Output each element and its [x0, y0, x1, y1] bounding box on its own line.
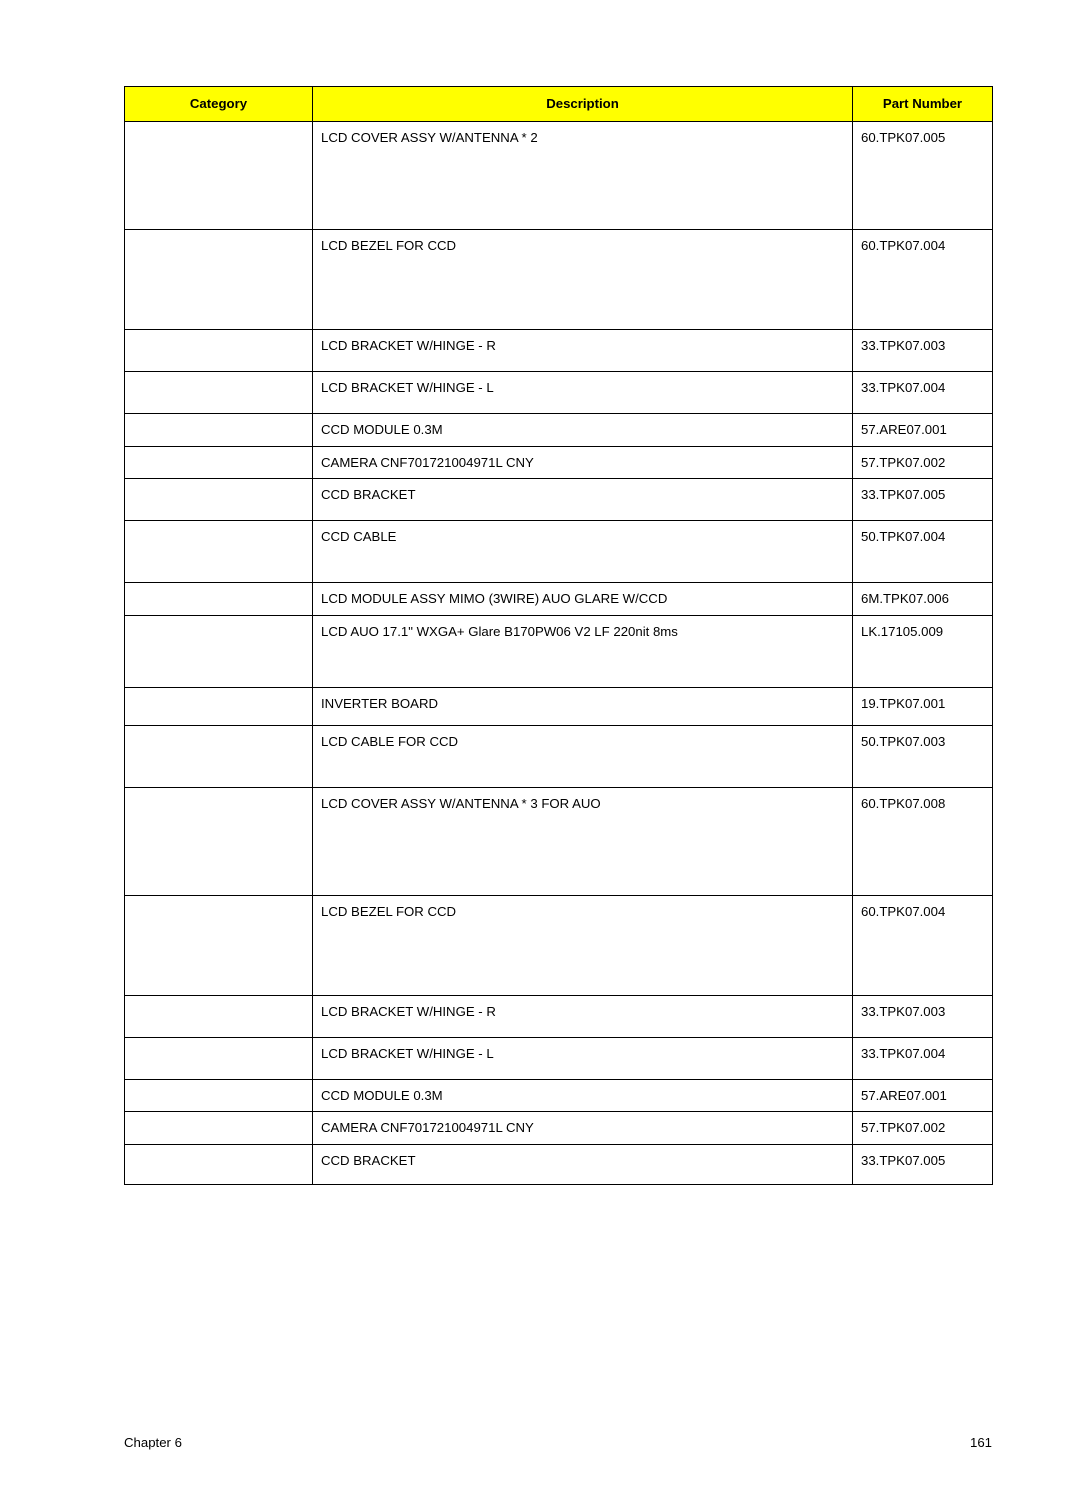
table-row: LCD BRACKET W/HINGE - R33.TPK07.003 [125, 995, 993, 1037]
cell-category [125, 687, 313, 725]
cell-description: LCD BEZEL FOR CCD [313, 895, 853, 995]
cell-part-number: 57.ARE07.001 [853, 1079, 993, 1111]
parts-table: Category Description Part Number LCD COV… [124, 86, 993, 1185]
table-row: CCD MODULE 0.3M57.ARE07.001 [125, 414, 993, 446]
cell-description: CCD BRACKET [313, 1144, 853, 1184]
cell-description: CAMERA CNF701721004971L CNY [313, 446, 853, 478]
cell-part-number: 60.TPK07.004 [853, 230, 993, 330]
cell-description: LCD AUO 17.1" WXGA+ Glare B170PW06 V2 LF… [313, 615, 853, 687]
cell-description: LCD COVER ASSY W/ANTENNA * 2 [313, 122, 853, 230]
table-body: LCD COVER ASSY W/ANTENNA * 260.TPK07.005… [125, 122, 993, 1184]
cell-description: LCD COVER ASSY W/ANTENNA * 3 FOR AUO [313, 787, 853, 895]
table-row: LCD BEZEL FOR CCD60.TPK07.004 [125, 895, 993, 995]
header-description: Description [313, 87, 853, 122]
table-row: LCD BRACKET W/HINGE - L33.TPK07.004 [125, 372, 993, 414]
page: Category Description Part Number LCD COV… [0, 0, 1080, 1512]
cell-category [125, 230, 313, 330]
cell-category [125, 372, 313, 414]
cell-category [125, 414, 313, 446]
cell-part-number: 57.ARE07.001 [853, 414, 993, 446]
cell-description: CCD BRACKET [313, 479, 853, 521]
cell-description: CAMERA CNF701721004971L CNY [313, 1112, 853, 1144]
table-row: LCD COVER ASSY W/ANTENNA * 260.TPK07.005 [125, 122, 993, 230]
table-row: CCD BRACKET33.TPK07.005 [125, 479, 993, 521]
cell-category [125, 725, 313, 787]
cell-description: LCD BRACKET W/HINGE - L [313, 1037, 853, 1079]
cell-part-number: LK.17105.009 [853, 615, 993, 687]
cell-part-number: 57.TPK07.002 [853, 1112, 993, 1144]
header-category: Category [125, 87, 313, 122]
cell-description: LCD BRACKET W/HINGE - L [313, 372, 853, 414]
cell-category [125, 787, 313, 895]
page-footer: Chapter 6 161 [124, 1435, 992, 1450]
cell-part-number: 33.TPK07.005 [853, 1144, 993, 1184]
table-row: LCD CABLE FOR CCD50.TPK07.003 [125, 725, 993, 787]
table-row: LCD BRACKET W/HINGE - L33.TPK07.004 [125, 1037, 993, 1079]
cell-part-number: 60.TPK07.008 [853, 787, 993, 895]
table-header-row: Category Description Part Number [125, 87, 993, 122]
cell-part-number: 57.TPK07.002 [853, 446, 993, 478]
table-row: LCD MODULE ASSY MIMO (3WIRE) AUO GLARE W… [125, 583, 993, 615]
table-row: LCD AUO 17.1" WXGA+ Glare B170PW06 V2 LF… [125, 615, 993, 687]
cell-description: CCD MODULE 0.3M [313, 1079, 853, 1111]
cell-category [125, 615, 313, 687]
cell-description: LCD BRACKET W/HINGE - R [313, 330, 853, 372]
cell-description: LCD CABLE FOR CCD [313, 725, 853, 787]
cell-part-number: 33.TPK07.005 [853, 479, 993, 521]
cell-part-number: 50.TPK07.003 [853, 725, 993, 787]
cell-part-number: 33.TPK07.003 [853, 995, 993, 1037]
cell-part-number: 33.TPK07.004 [853, 372, 993, 414]
cell-category [125, 1079, 313, 1111]
cell-description: LCD BRACKET W/HINGE - R [313, 995, 853, 1037]
cell-description: CCD MODULE 0.3M [313, 414, 853, 446]
header-part-number: Part Number [853, 87, 993, 122]
table-row: LCD BRACKET W/HINGE - R33.TPK07.003 [125, 330, 993, 372]
table-row: CCD MODULE 0.3M57.ARE07.001 [125, 1079, 993, 1111]
cell-description: CCD CABLE [313, 521, 853, 583]
cell-part-number: 33.TPK07.004 [853, 1037, 993, 1079]
cell-category [125, 479, 313, 521]
table-row: CAMERA CNF701721004971L CNY57.TPK07.002 [125, 1112, 993, 1144]
cell-category [125, 330, 313, 372]
cell-category [125, 446, 313, 478]
table-row: LCD BEZEL FOR CCD60.TPK07.004 [125, 230, 993, 330]
cell-category [125, 1144, 313, 1184]
footer-page-number: 161 [970, 1435, 992, 1450]
cell-category [125, 122, 313, 230]
cell-part-number: 19.TPK07.001 [853, 687, 993, 725]
cell-part-number: 60.TPK07.004 [853, 895, 993, 995]
cell-part-number: 33.TPK07.003 [853, 330, 993, 372]
cell-part-number: 60.TPK07.005 [853, 122, 993, 230]
footer-chapter: Chapter 6 [124, 1435, 182, 1450]
cell-description: LCD MODULE ASSY MIMO (3WIRE) AUO GLARE W… [313, 583, 853, 615]
table-row: CAMERA CNF701721004971L CNY57.TPK07.002 [125, 446, 993, 478]
cell-part-number: 50.TPK07.004 [853, 521, 993, 583]
table-row: INVERTER BOARD19.TPK07.001 [125, 687, 993, 725]
cell-category [125, 895, 313, 995]
table-row: CCD CABLE50.TPK07.004 [125, 521, 993, 583]
table-row: CCD BRACKET33.TPK07.005 [125, 1144, 993, 1184]
cell-category [125, 521, 313, 583]
table-row: LCD COVER ASSY W/ANTENNA * 3 FOR AUO60.T… [125, 787, 993, 895]
cell-category [125, 1037, 313, 1079]
cell-category [125, 1112, 313, 1144]
cell-description: INVERTER BOARD [313, 687, 853, 725]
cell-part-number: 6M.TPK07.006 [853, 583, 993, 615]
cell-category [125, 995, 313, 1037]
cell-description: LCD BEZEL FOR CCD [313, 230, 853, 330]
cell-category [125, 583, 313, 615]
